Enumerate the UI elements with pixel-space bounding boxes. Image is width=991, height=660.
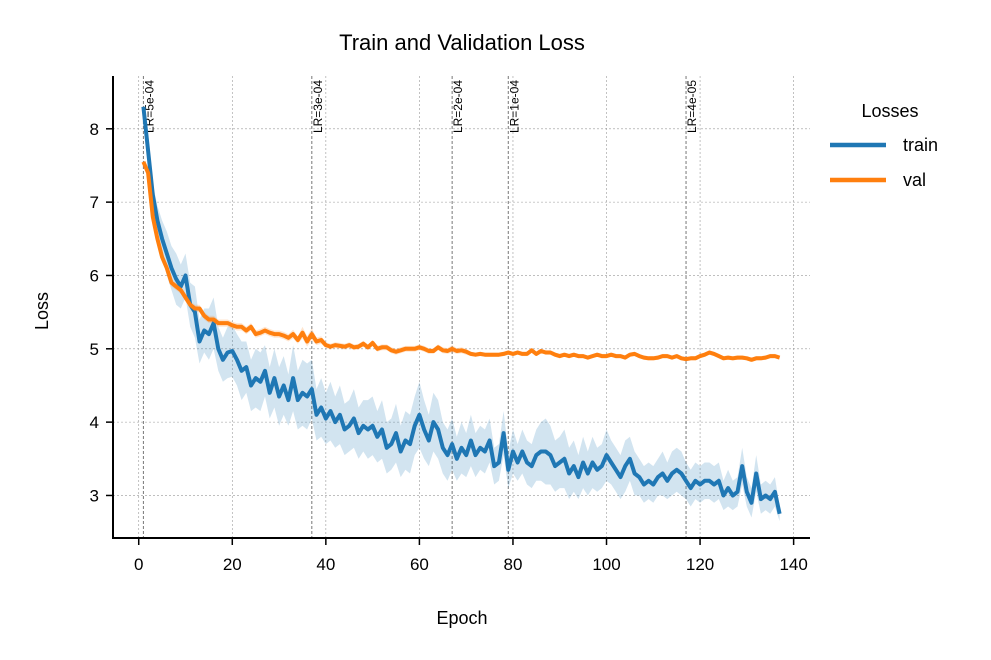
series-line-val	[141, 161, 781, 362]
lr-label-3: LR=1e-04	[507, 80, 521, 133]
y-tick-label-7: 7	[90, 193, 99, 212]
confidence-bands	[143, 103, 780, 522]
chart-title: Train and Validation Loss	[339, 30, 585, 55]
legend-title: Losses	[861, 101, 918, 121]
y-tick-label-4: 4	[90, 413, 99, 432]
grid-layer	[113, 76, 810, 538]
legend-label-val: val	[903, 170, 926, 190]
x-tick-label-140: 140	[779, 555, 807, 574]
x-tick-label-40: 40	[316, 555, 335, 574]
x-tick-label-120: 120	[686, 555, 714, 574]
y-tick-label-8: 8	[90, 120, 99, 139]
lr-label-2: LR=2e-04	[451, 80, 465, 133]
x-tick-label-80: 80	[503, 555, 522, 574]
y-tick-label-3: 3	[90, 486, 99, 505]
legend: Losses train val	[830, 101, 938, 190]
series-line-train	[141, 106, 782, 515]
y-tick-label-5: 5	[90, 340, 99, 359]
x-tick-label-100: 100	[592, 555, 620, 574]
y-tick-label-6: 6	[90, 266, 99, 285]
legend-label-train: train	[903, 135, 938, 155]
x-tick-label-0: 0	[134, 555, 143, 574]
band-val	[143, 159, 780, 362]
lr-label-4: LR=4e-05	[685, 80, 699, 133]
series-lines	[141, 106, 782, 515]
band-train	[143, 103, 780, 522]
x-axis-label: Epoch	[436, 608, 487, 628]
x-tick-label-20: 20	[223, 555, 242, 574]
y-axis-label: Loss	[32, 292, 52, 330]
lr-label-1: LR=3e-04	[311, 80, 325, 133]
x-tick-label-60: 60	[410, 555, 429, 574]
axes: 0 20 40 60 80 100 120 140 3 4 5 6 7 8	[90, 76, 810, 574]
